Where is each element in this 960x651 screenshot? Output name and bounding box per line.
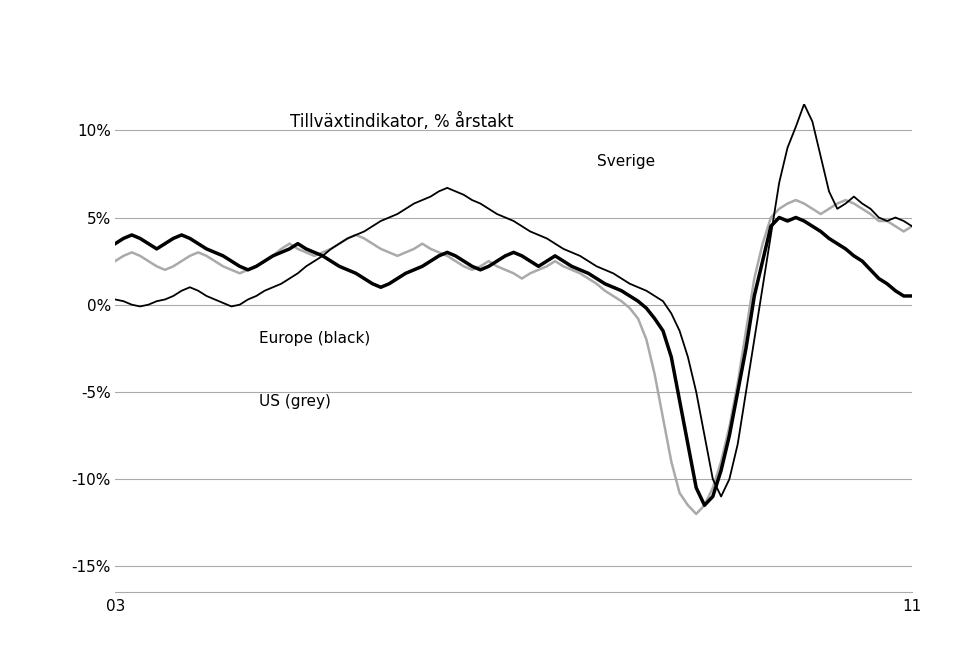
Text: Europe (black): Europe (black)	[258, 331, 370, 346]
Text: Tillväxtindikator, % årstakt: Tillväxtindikator, % årstakt	[291, 113, 514, 131]
Text: Konjunktur: Konjunktur	[24, 23, 220, 57]
Text: Sverige: Sverige	[597, 154, 656, 169]
Text: US (grey): US (grey)	[258, 394, 330, 409]
